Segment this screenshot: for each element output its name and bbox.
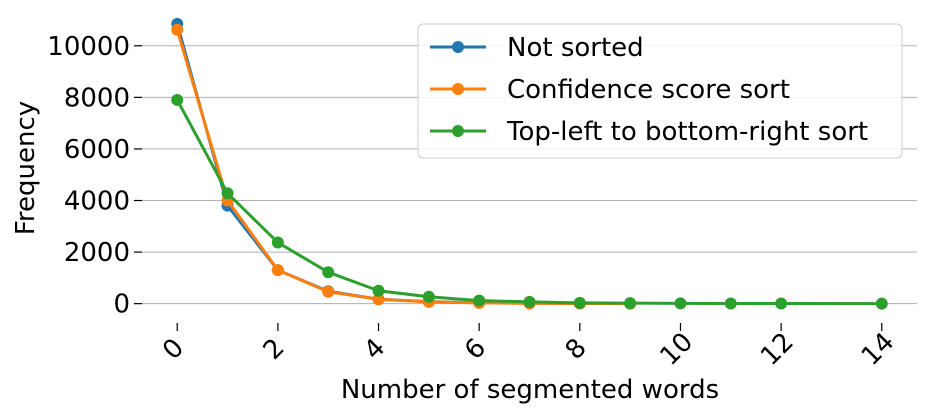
x-tick-label: 6 (459, 333, 492, 366)
x-tick-label: 0 (157, 333, 190, 366)
legend-frame (417, 23, 903, 159)
data-point (724, 297, 737, 310)
legend-label: Confidence score sort (507, 75, 790, 105)
series-line (175, 99, 882, 306)
y-axis-label: Frequency (11, 101, 41, 235)
y-tick-label: 6000 (64, 135, 130, 165)
data-point (271, 264, 284, 277)
data-point (422, 290, 435, 303)
data-point (573, 296, 586, 309)
data-point (171, 93, 184, 106)
series-2 (171, 93, 888, 310)
legend-marker (452, 41, 464, 53)
x-axis-ticks: 0 2 4 6 8 10 12 14 (157, 323, 900, 372)
x-tick-label: 4 (358, 333, 391, 366)
legend: Not sorted Confidence score sort Top-left … (417, 23, 903, 159)
legend-marker (452, 125, 464, 137)
x-axis-label: Number of segmented words (341, 375, 719, 405)
data-point (372, 284, 385, 297)
data-point (523, 295, 536, 308)
data-point (473, 294, 486, 307)
x-tick-label: 10 (655, 327, 700, 372)
data-point (775, 297, 788, 310)
data-point (624, 297, 637, 310)
y-tick-label: 0 (113, 290, 130, 320)
y-tick-label: 4000 (64, 187, 130, 217)
data-point (171, 23, 184, 36)
data-point (322, 266, 335, 279)
legend-label: Not sorted (507, 33, 644, 63)
legend-marker (452, 83, 464, 95)
x-tick-label: 2 (258, 333, 291, 366)
data-point (221, 187, 234, 200)
x-tick-label: 8 (560, 333, 593, 366)
data-point (875, 297, 888, 310)
data-point (271, 236, 284, 249)
data-point (674, 297, 687, 310)
legend-item: Top-left to bottom-right sort (430, 117, 868, 147)
x-tick-label: 14 (856, 327, 901, 372)
y-axis-ticks: 0 2000 4000 6000 8000 10000 (47, 32, 142, 320)
series-lines (171, 17, 888, 310)
y-tick-label: 10000 (47, 32, 130, 62)
data-point (322, 285, 335, 298)
y-tick-label: 8000 (64, 83, 130, 113)
legend-item: Confidence score sort (430, 75, 790, 105)
x-tick-label: 12 (755, 327, 800, 372)
legend-label: Top-left to bottom-right sort (506, 117, 868, 147)
data-point (372, 293, 385, 306)
y-tick-label: 2000 (64, 238, 130, 268)
legend-item: Not sorted (430, 33, 644, 63)
